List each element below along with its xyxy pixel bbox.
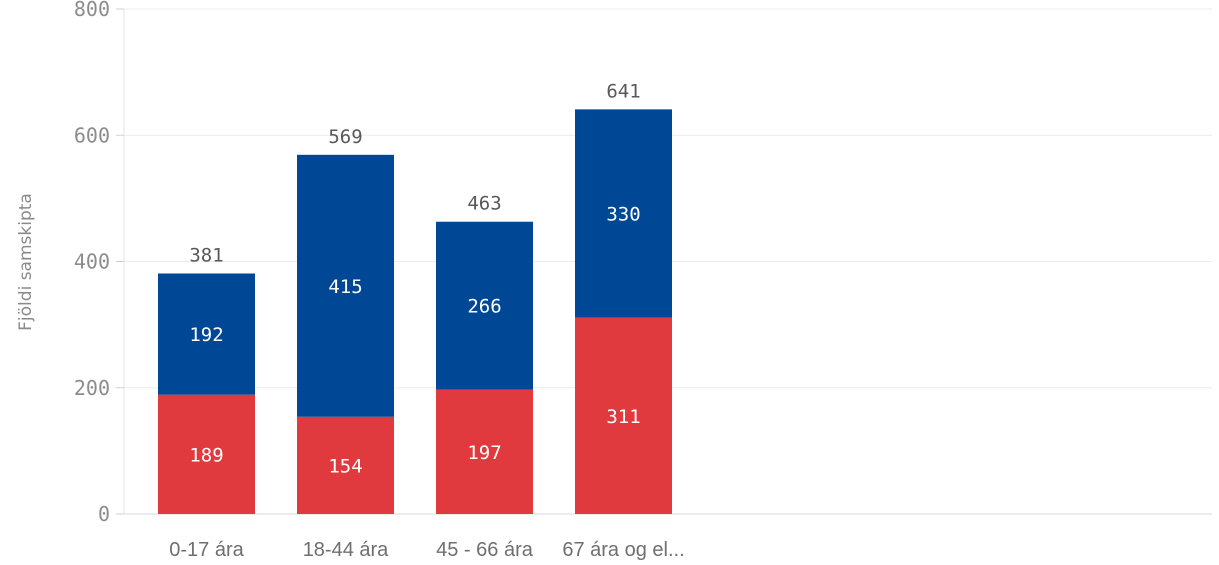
y-tick-label: 800 [74, 0, 110, 21]
y-tick-label: 400 [74, 250, 110, 274]
category-label: 0-17 ára [169, 539, 244, 561]
y-axis-title: Fjöldi samskipta [16, 193, 36, 331]
segment-value-label: 154 [328, 455, 362, 477]
data-labels: 189 192 381 154 415 569 197 266 463 311 330 641 [189, 80, 640, 477]
segment-value-label: 311 [606, 406, 640, 428]
x-axis: 0-17 ára 18-44 ára 45 - 66 ára 67 ára og el… [169, 539, 684, 561]
segment-value-label: 192 [189, 324, 223, 346]
bar-segment [158, 273, 255, 395]
bar-segment [297, 154, 394, 417]
segment-value-label: 415 [328, 276, 362, 298]
bar-segment [158, 394, 255, 514]
segment-value-label: 189 [189, 444, 223, 466]
bar-segment [436, 221, 533, 390]
category-label: 18-44 ára [303, 539, 389, 561]
total-value-label: 463 [467, 193, 501, 215]
y-tick-label: 600 [74, 123, 110, 147]
bar-segment [297, 416, 394, 514]
total-value-label: 381 [189, 244, 223, 266]
bar-segment [575, 317, 672, 514]
total-value-label: 641 [606, 80, 640, 102]
y-tick-label: 200 [74, 376, 110, 400]
category-label: 45 - 66 ára [436, 539, 534, 561]
bar-segment [436, 389, 533, 514]
segment-value-label: 197 [467, 442, 501, 464]
y-tick-label: 0 [98, 502, 110, 526]
category-label: 67 ára og el... [562, 539, 684, 561]
segment-value-label: 266 [467, 296, 501, 318]
bars [158, 109, 672, 514]
segment-value-label: 330 [606, 204, 640, 226]
bar-segment [575, 109, 672, 318]
total-value-label: 569 [328, 126, 362, 148]
y-axis: 0 200 400 600 800 [74, 0, 125, 526]
